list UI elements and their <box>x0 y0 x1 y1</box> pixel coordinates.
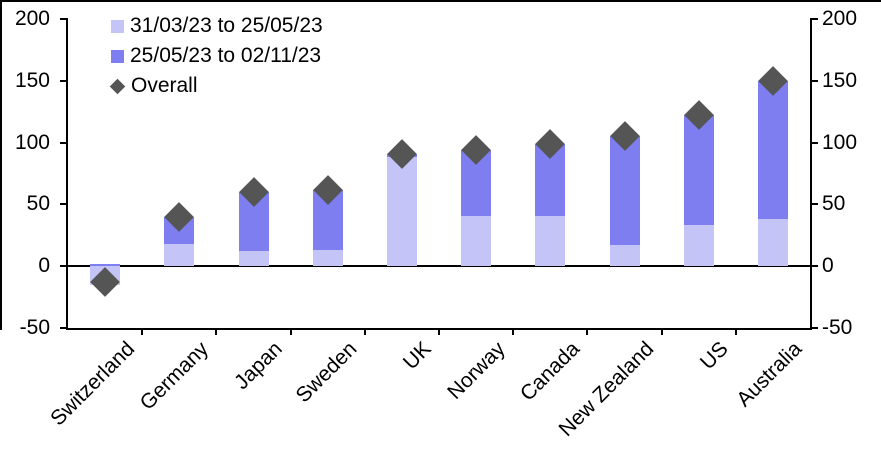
category-label: Australia <box>732 337 807 412</box>
image-border-left <box>0 0 2 330</box>
x-axis-tick <box>660 328 663 335</box>
legend-swatch-period2-icon <box>111 49 124 63</box>
legend-swatch-period1-icon <box>111 19 124 33</box>
x-axis-tick <box>734 328 737 335</box>
y-axis-tick-right <box>810 79 818 82</box>
y-axis-label-right: 150 <box>822 68 858 92</box>
x-axis-tick <box>141 328 144 335</box>
y-axis-label-right: -50 <box>822 316 853 339</box>
bar-segment-period1-us <box>683 225 714 267</box>
y-axis-tick-left <box>60 18 68 20</box>
y-axis-label-right: 200 <box>822 7 858 30</box>
bar-segment-period1-japan <box>238 251 269 267</box>
category-label: UK <box>398 337 436 375</box>
legend-label-overall: Overall <box>131 74 198 97</box>
legend-item-overall: Overall <box>109 71 323 101</box>
x-axis-tick <box>363 328 366 335</box>
bar-segment-period1-norway <box>461 215 492 267</box>
y-axis-tick-left <box>60 203 68 206</box>
legend-item-period2: 25/05/23 to 02/11/23 <box>111 41 323 71</box>
image-border-top <box>0 0 881 2</box>
y-axis-tick-right <box>810 327 818 329</box>
y-axis-tick-right <box>810 141 818 144</box>
x-axis-tick <box>438 328 440 335</box>
y-axis-tick-left <box>60 327 68 329</box>
y-axis-tick-left <box>60 141 68 144</box>
y-axis-label-left: 150 <box>14 68 50 92</box>
y-axis-label-left: 0 <box>38 254 50 278</box>
zero-line <box>68 265 810 268</box>
bar-segment-period2-switzerland <box>90 263 121 267</box>
bar-segment-period2-us <box>683 115 714 226</box>
bar-segment-period1-australia <box>757 219 788 267</box>
legend-label-period1: 31/03/23 to 25/05/23 <box>130 14 323 37</box>
x-axis-tick <box>586 328 589 335</box>
legend: 31/03/23 to 25/05/23 25/05/23 to 02/11/2… <box>109 11 323 101</box>
y-axis-label-left: 200 <box>14 7 50 30</box>
y-axis-label-right: 100 <box>822 130 858 154</box>
y-axis-tick-left <box>60 265 68 268</box>
x-axis-tick <box>215 328 218 335</box>
bar-segment-period2-australia <box>757 80 788 220</box>
y-axis-label-right: 50 <box>822 192 846 216</box>
y-axis-label-left: -50 <box>19 316 50 339</box>
x-axis-tick <box>512 328 515 335</box>
category-label: Germany <box>135 337 213 415</box>
bar-segment-period1-canada <box>535 215 566 267</box>
category-label: Japan <box>230 337 288 395</box>
y-axis-label-left: 50 <box>26 192 50 216</box>
legend-item-period1: 31/03/23 to 25/05/23 <box>111 11 323 41</box>
category-label: Norway <box>443 337 510 404</box>
legend-label-period2: 25/05/23 to 02/11/23 <box>130 44 322 67</box>
bar-segment-period1-germany <box>164 243 195 267</box>
y-axis-label-right: 0 <box>822 254 834 278</box>
category-label: Sweden <box>291 337 362 408</box>
y-axis-tick-right <box>810 18 818 20</box>
y-axis-label-left: 100 <box>14 130 50 154</box>
bar-segment-period1-sweden <box>312 250 343 267</box>
category-label: US <box>695 337 733 375</box>
bar-segment-period1-new-zealand <box>609 245 640 267</box>
category-label: Canada <box>515 337 584 406</box>
bar-segment-period1-uk <box>386 157 417 267</box>
y-axis-tick-right <box>810 203 818 206</box>
legend-diamond-icon <box>109 78 126 94</box>
y-axis-tick-right <box>810 265 818 268</box>
bar-segment-period2-new-zealand <box>609 136 640 246</box>
x-axis-tick <box>289 328 292 335</box>
category-label: Switzerland <box>45 337 139 431</box>
y-axis-tick-left <box>60 79 68 82</box>
